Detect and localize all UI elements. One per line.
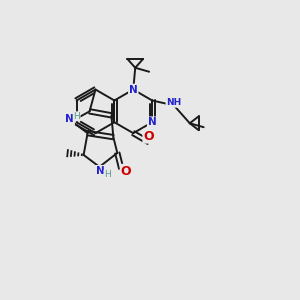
Text: N: N xyxy=(65,114,74,124)
Text: O: O xyxy=(143,130,154,142)
Text: N: N xyxy=(96,166,105,176)
Text: H: H xyxy=(104,170,111,179)
Text: N: N xyxy=(129,85,138,94)
Text: O: O xyxy=(121,165,131,178)
Text: N: N xyxy=(148,117,157,127)
Text: H: H xyxy=(73,112,80,121)
Text: NH: NH xyxy=(166,98,182,107)
